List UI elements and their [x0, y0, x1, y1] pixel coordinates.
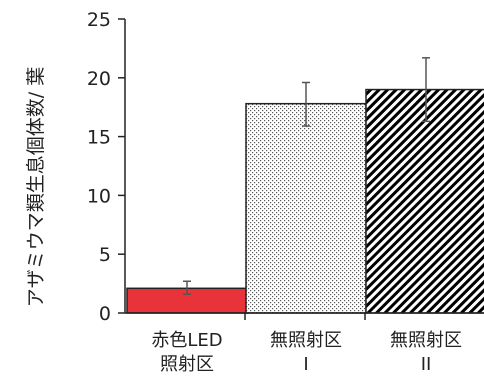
y-tick-label-10: 10: [87, 185, 111, 207]
category-label-1-line-1: 赤色LED: [151, 330, 222, 351]
bar-2: [245, 102, 367, 314]
error-bar-1: [183, 280, 191, 295]
y-tick-label-5: 5: [99, 244, 111, 266]
error-bar-2: [302, 81, 310, 127]
category-label-1-line-2: 照射区: [160, 354, 214, 375]
y-tick-label-15: 15: [87, 127, 111, 149]
category-label-2-line-1: 無照射区: [270, 330, 342, 351]
category-label-3-line-2: II: [421, 354, 432, 375]
y-axis-label: アザミウマ類生息個体数/ 葉: [25, 67, 47, 307]
category-label-2-line-2: I: [303, 354, 308, 375]
error-bar-3: [422, 57, 430, 123]
y-tick-label-25: 25: [87, 9, 111, 31]
y-tick-label-0: 0: [99, 303, 111, 325]
bar-3: [365, 88, 484, 314]
y-tick-label-20: 20: [87, 68, 111, 90]
category-label-3-line-1: 無照射区: [390, 330, 462, 351]
plot-area: 0 5 10 15 20 25 赤色LED 照射区 無照射区 I 無照射区 II: [87, 9, 484, 375]
